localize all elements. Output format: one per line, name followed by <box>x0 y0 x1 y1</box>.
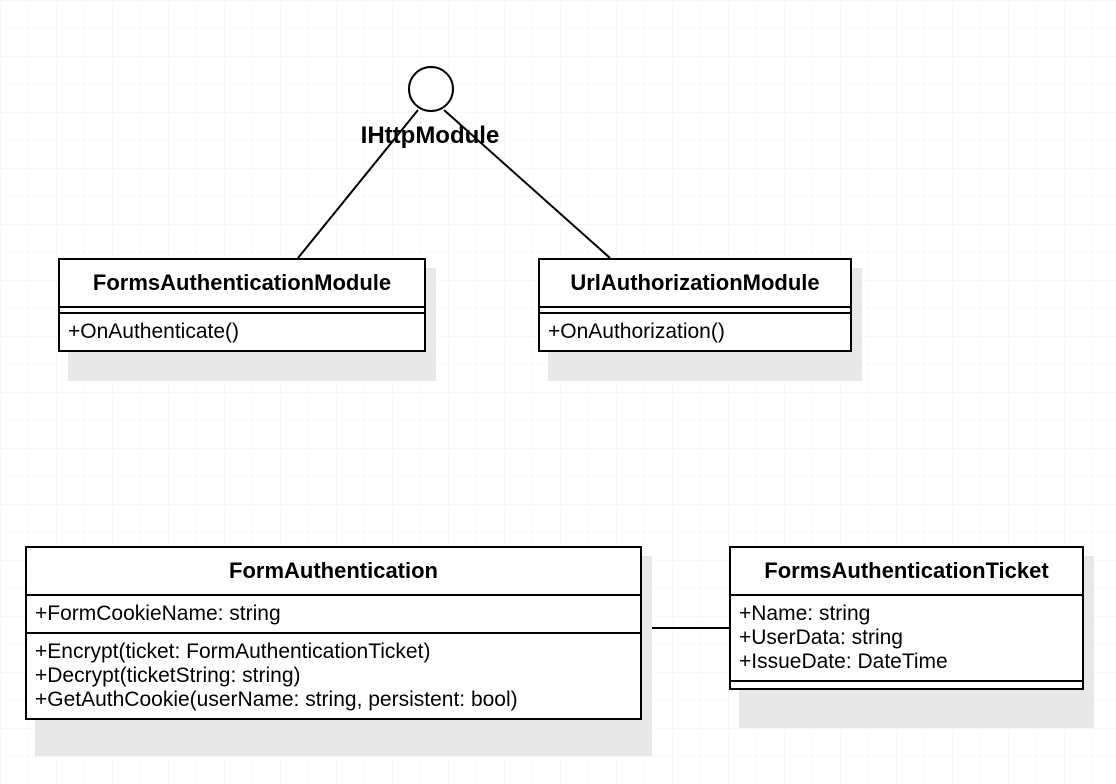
forms-auth-module-title: FormsAuthenticationModule <box>60 260 424 308</box>
interface-label: IHttpModule <box>354 122 506 150</box>
forms-auth-ticket-methods <box>731 682 1082 688</box>
interface-circle <box>408 66 454 112</box>
attr-line: +UserData: string <box>739 626 1074 650</box>
form-authentication-methods: +Encrypt(ticket: FormAuthenticationTicke… <box>27 634 640 718</box>
attr-line: +Name: string <box>739 602 1074 626</box>
method-line: +Encrypt(ticket: FormAuthenticationTicke… <box>35 640 632 664</box>
method-line: +OnAuthorization() <box>548 320 842 344</box>
form-authentication-title: FormAuthentication <box>27 548 640 596</box>
form-authentication-attrs: +FormCookieName: string <box>27 596 640 634</box>
url-auth-module-class: UrlAuthorizationModule +OnAuthorization(… <box>538 258 852 352</box>
forms-auth-module-class: FormsAuthenticationModule +OnAuthenticat… <box>58 258 426 352</box>
forms-auth-module-methods: +OnAuthenticate() <box>60 314 424 350</box>
attr-line: +IssueDate: DateTime <box>739 650 1074 674</box>
forms-auth-ticket-class: FormsAuthenticationTicket +Name: string … <box>729 546 1084 690</box>
url-auth-module-title: UrlAuthorizationModule <box>540 260 850 308</box>
forms-auth-ticket-title: FormsAuthenticationTicket <box>731 548 1082 596</box>
url-auth-module-methods: +OnAuthorization() <box>540 314 850 350</box>
form-authentication-class: FormAuthentication +FormCookieName: stri… <box>25 546 642 720</box>
method-line: +GetAuthCookie(userName: string, persist… <box>35 688 632 712</box>
method-line: +Decrypt(ticketString: string) <box>35 664 632 688</box>
attr-line: +FormCookieName: string <box>35 602 632 626</box>
forms-auth-ticket-attrs: +Name: string +UserData: string +IssueDa… <box>731 596 1082 682</box>
method-line: +OnAuthenticate() <box>68 320 416 344</box>
